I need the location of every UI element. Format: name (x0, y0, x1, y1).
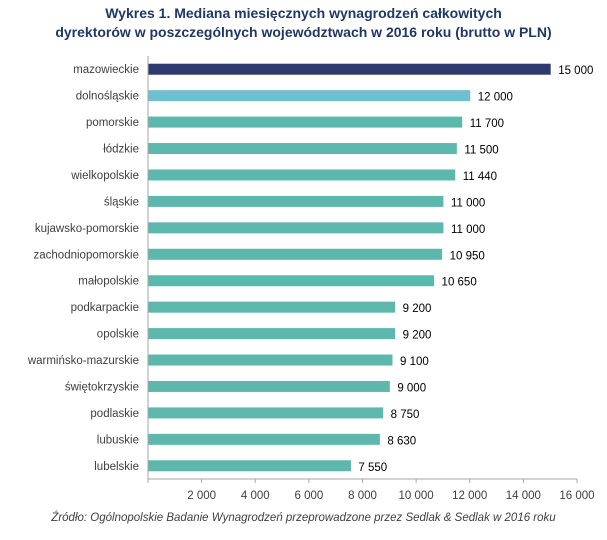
bar-14 (148, 433, 380, 445)
value-label: 10 650 (442, 277, 477, 289)
bar-2 (148, 116, 463, 128)
bar-12 (148, 380, 390, 392)
category-label: opolskie (97, 329, 139, 341)
chart-title: Wykres 1. Mediana miesięcznych wynagrodz… (0, 4, 607, 42)
x-tick-label: 10 000 (399, 490, 434, 502)
bar-15 (148, 460, 351, 472)
category-label: śląskie (104, 196, 139, 208)
category-label: kujawsko-pomorskie (35, 223, 139, 235)
bar-0 (148, 63, 551, 75)
value-label: 8 630 (387, 435, 416, 447)
value-label: 11 000 (451, 224, 485, 236)
category-label: wielkopolskie (70, 170, 139, 182)
value-label: 10 950 (450, 250, 485, 262)
category-label: warmińsko-mazurskie (27, 355, 139, 367)
value-label: 8 750 (391, 409, 420, 421)
category-label: podlaskie (90, 408, 139, 420)
value-label: 9 000 (397, 382, 426, 394)
category-label: małopolskie (78, 276, 139, 288)
bar-3 (148, 143, 457, 155)
category-label: mazowieckie (73, 64, 139, 76)
bar-8 (148, 275, 435, 287)
category-label: łódzkie (103, 144, 139, 156)
value-label: 11 440 (463, 171, 497, 183)
x-tick-label: 2 000 (187, 490, 216, 502)
value-label: 11 700 (470, 118, 504, 130)
bar-5 (148, 195, 444, 207)
category-label: podkarpackie (71, 302, 139, 314)
bar-10 (148, 328, 396, 340)
x-tick-label: 6 000 (294, 490, 323, 502)
category-label: zachodniopomorskie (34, 249, 139, 261)
bar-1 (148, 90, 471, 102)
category-label: świętokrzyskie (65, 381, 139, 393)
x-tick-label: 4 000 (241, 490, 270, 502)
bar-7 (148, 248, 443, 260)
category-label: pomorskie (86, 117, 139, 129)
bar-6 (148, 222, 444, 234)
bar-9 (148, 301, 396, 313)
value-label: 9 200 (403, 303, 432, 315)
value-label: 9 200 (403, 330, 432, 342)
category-label: lubelskie (94, 461, 139, 473)
value-label: 7 550 (358, 462, 387, 474)
x-tick-label: 14 000 (506, 490, 541, 502)
category-label: lubuskie (97, 434, 139, 446)
value-label: 11 000 (451, 197, 485, 209)
x-tick-label: 8 000 (348, 490, 377, 502)
value-label: 12 000 (478, 92, 513, 104)
x-tick-label: 12 000 (452, 490, 487, 502)
bar-13 (148, 407, 384, 419)
value-label: 15 000 (558, 65, 593, 77)
chart-title-line-1: Wykres 1. Mediana miesięcznych wynagrodz… (105, 5, 502, 21)
x-tick-label: 16 000 (559, 490, 594, 502)
value-label: 9 100 (400, 356, 429, 368)
category-label: dolnośląskie (76, 91, 139, 103)
chart-title-line-2: dyrektorów w poszczególnych województwac… (55, 24, 552, 40)
source-note: Źródło: Ogólnopolskie Badanie Wynagrodze… (51, 512, 556, 524)
value-label: 11 500 (464, 145, 498, 157)
bar-11 (148, 354, 393, 366)
bar-4 (148, 169, 456, 181)
